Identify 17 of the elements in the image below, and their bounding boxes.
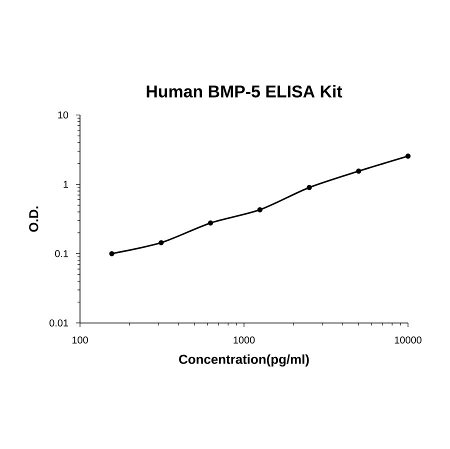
y-axis-title: O.D. (29, 206, 38, 232)
x-tick-label: 100 (72, 336, 88, 344)
point (356, 168, 362, 174)
point (405, 154, 411, 159)
x-tick-label: 10000 (394, 336, 422, 344)
y-tick-label: 10 (58, 111, 68, 119)
x-tick-label: 1000 (234, 336, 255, 344)
point (208, 220, 214, 226)
x-axis-title: Concentration(pg/ml) (179, 354, 309, 367)
point (109, 251, 114, 256)
point (306, 184, 312, 190)
point (257, 207, 262, 212)
chart-title: Human BMP-5 ELISA Kit (146, 85, 342, 98)
y-tick-label: 0.01 (49, 319, 68, 327)
y-tick-label: 0.1 (55, 250, 68, 258)
point (158, 240, 164, 246)
y-tick-label: 1 (64, 180, 68, 188)
